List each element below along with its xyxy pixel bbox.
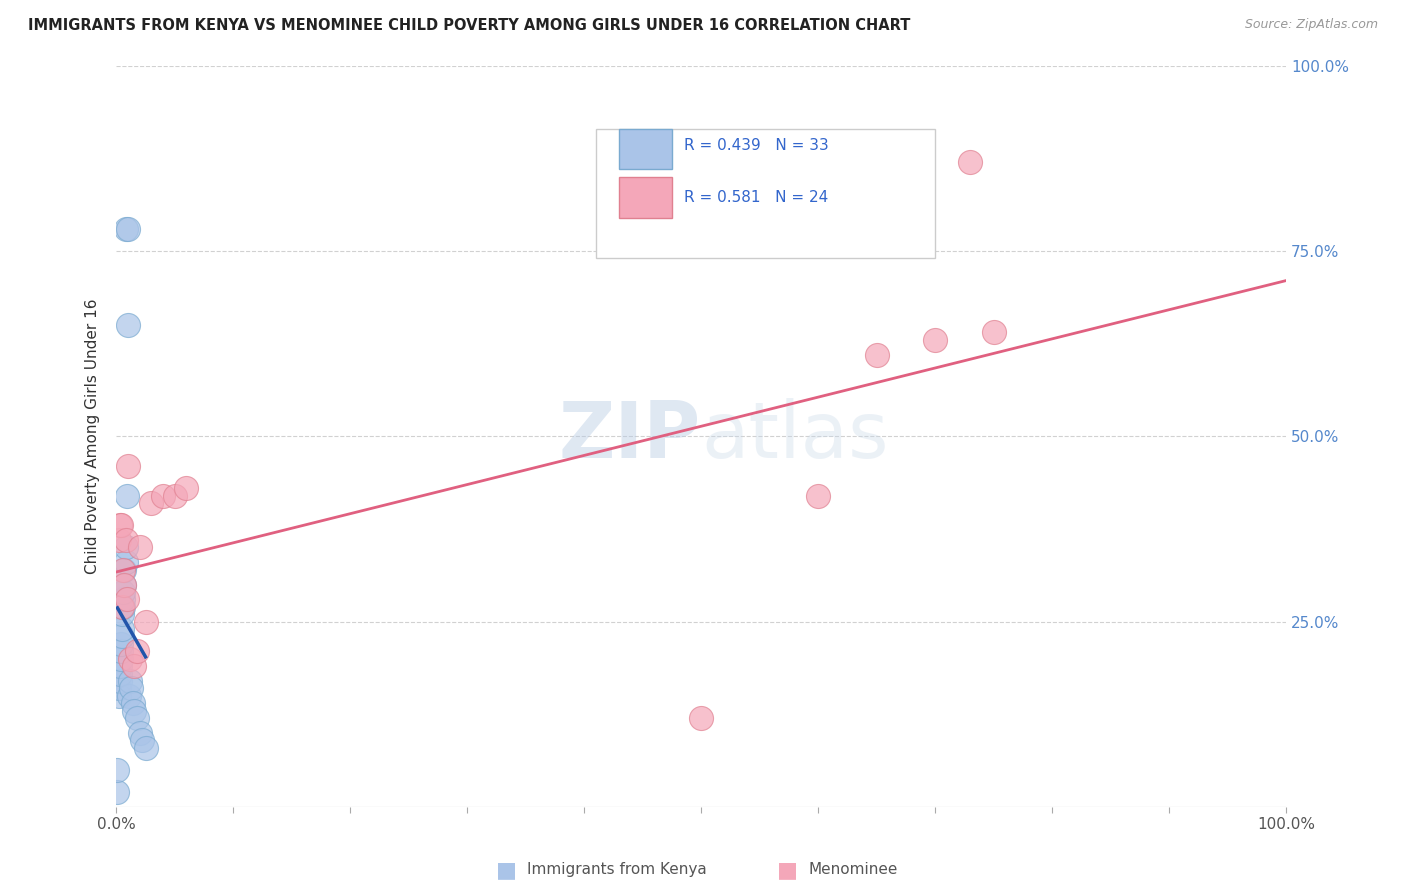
Point <box>114 577 136 591</box>
Point <box>120 673 142 688</box>
Point <box>128 541 150 555</box>
Point <box>111 607 134 622</box>
Point <box>108 673 131 688</box>
Text: ■: ■ <box>496 860 516 880</box>
Point <box>111 599 134 614</box>
Text: ■: ■ <box>778 860 797 880</box>
Point <box>108 666 131 681</box>
FancyBboxPatch shape <box>596 128 935 259</box>
Point <box>176 481 198 495</box>
Point <box>959 155 981 169</box>
Point <box>127 711 149 725</box>
Text: Source: ZipAtlas.com: Source: ZipAtlas.com <box>1244 18 1378 31</box>
Text: atlas: atlas <box>702 399 889 475</box>
Point <box>121 696 143 710</box>
Point <box>134 615 156 629</box>
Point <box>163 489 186 503</box>
Point <box>108 659 131 673</box>
Text: Menominee: Menominee <box>808 863 898 877</box>
Point <box>107 533 129 547</box>
Point <box>114 555 136 569</box>
Point <box>107 681 129 696</box>
Point <box>117 458 139 473</box>
Point <box>115 592 138 607</box>
Point <box>690 711 713 725</box>
Point <box>141 496 163 510</box>
Point <box>983 326 1005 340</box>
Point <box>111 630 134 644</box>
Point <box>110 637 132 651</box>
Point <box>114 577 136 591</box>
Point <box>127 644 149 658</box>
Point <box>114 541 136 555</box>
Point <box>121 681 143 696</box>
Point <box>115 489 138 503</box>
Point <box>107 689 129 703</box>
Point <box>865 348 887 362</box>
Text: IMMIGRANTS FROM KENYA VS MENOMINEE CHILD POVERTY AMONG GIRLS UNDER 16 CORRELATIO: IMMIGRANTS FROM KENYA VS MENOMINEE CHILD… <box>28 18 911 33</box>
Point <box>924 333 946 347</box>
Point <box>120 651 142 665</box>
Point <box>110 518 132 533</box>
FancyBboxPatch shape <box>619 177 672 218</box>
Point <box>111 622 134 636</box>
Point <box>128 726 150 740</box>
Point <box>117 221 139 235</box>
Point <box>107 763 129 777</box>
Point <box>134 740 156 755</box>
Point <box>112 563 135 577</box>
Point <box>114 533 136 547</box>
Point <box>112 599 135 614</box>
Point <box>112 585 135 599</box>
Text: R = 0.581   N = 24: R = 0.581 N = 24 <box>683 190 828 205</box>
Point <box>110 651 132 665</box>
Point <box>107 785 129 799</box>
Point <box>110 644 132 658</box>
Point <box>108 518 131 533</box>
Point <box>807 489 830 503</box>
FancyBboxPatch shape <box>619 128 672 169</box>
Point <box>131 733 153 747</box>
Point <box>152 489 174 503</box>
Text: R = 0.439   N = 33: R = 0.439 N = 33 <box>683 138 828 153</box>
Y-axis label: Child Poverty Among Girls Under 16: Child Poverty Among Girls Under 16 <box>86 299 100 574</box>
Point <box>122 659 145 673</box>
Point <box>122 704 145 718</box>
Text: ZIP: ZIP <box>558 399 702 475</box>
Point <box>117 318 139 332</box>
Point <box>112 592 135 607</box>
Text: Immigrants from Kenya: Immigrants from Kenya <box>527 863 707 877</box>
Point <box>114 221 136 235</box>
Point <box>118 689 141 703</box>
Point <box>114 563 136 577</box>
